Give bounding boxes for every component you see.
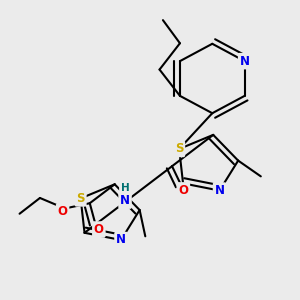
Text: N: N (214, 184, 224, 197)
Text: N: N (116, 233, 126, 247)
Text: O: O (94, 223, 104, 236)
Text: O: O (178, 184, 188, 197)
Text: S: S (175, 142, 183, 155)
Text: N: N (240, 55, 250, 68)
Text: O: O (58, 205, 68, 218)
Text: H: H (121, 183, 129, 193)
Text: N: N (120, 194, 130, 207)
Text: S: S (76, 192, 85, 205)
